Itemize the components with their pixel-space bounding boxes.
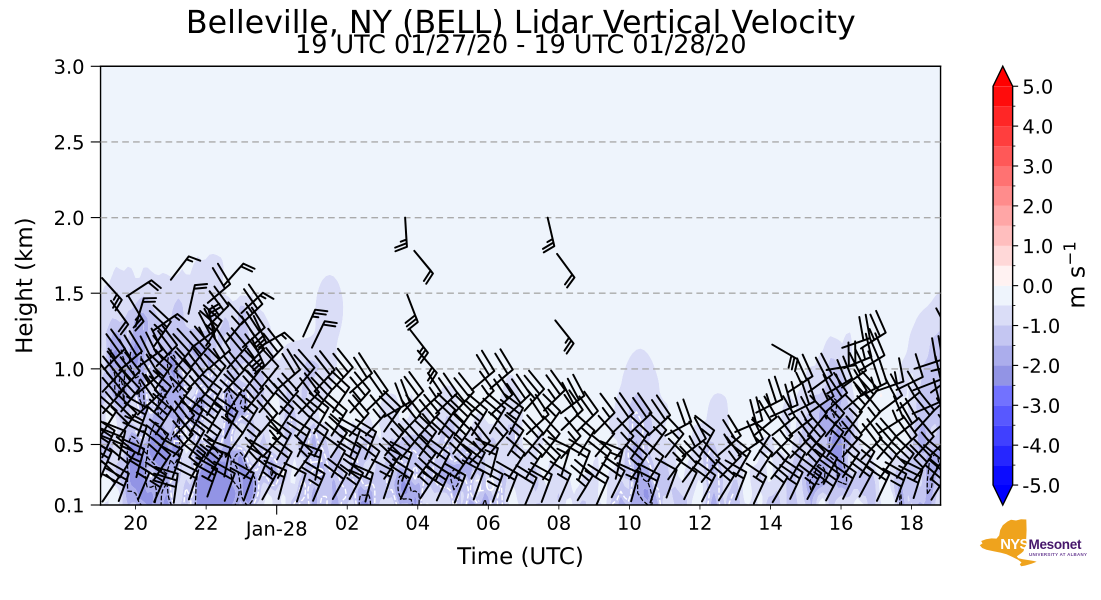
svg-text:Mesonet: Mesonet (1029, 537, 1082, 552)
svg-text:NYS: NYS (1000, 537, 1029, 553)
svg-text:UNIVERSITY AT ALBANY: UNIVERSITY AT ALBANY (1029, 552, 1087, 557)
